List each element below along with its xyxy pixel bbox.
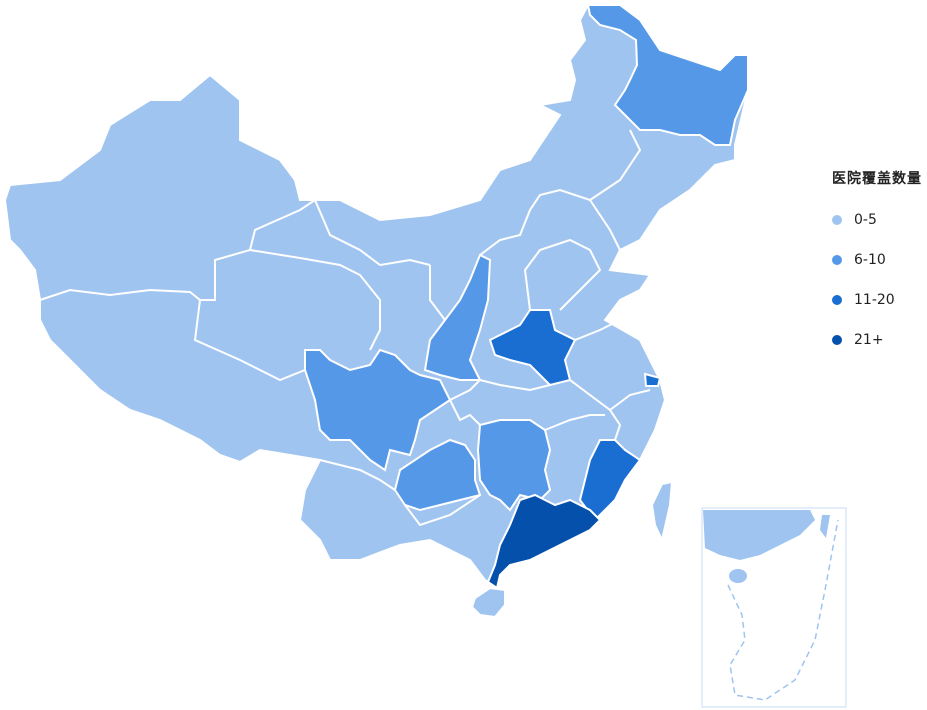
region-fujian[interactable] xyxy=(578,439,642,522)
province-borders xyxy=(39,129,651,527)
inset-mainland xyxy=(703,510,815,560)
legend-item-0-5[interactable]: 0-5 xyxy=(832,210,922,230)
hainan[interactable] xyxy=(470,586,506,619)
legend-dot-icon xyxy=(832,255,842,265)
region-sichuan[interactable] xyxy=(304,348,452,472)
inset-hainan xyxy=(729,569,747,583)
legend-label: 0-5 xyxy=(854,212,877,228)
inset-taiwan xyxy=(820,515,830,538)
legend-item-6-10[interactable]: 6-10 xyxy=(832,250,922,270)
region-shanghai[interactable] xyxy=(643,372,662,387)
legend-label: 6-10 xyxy=(854,252,886,268)
nine-dash-line xyxy=(727,519,839,701)
region-heilongjiang[interactable] xyxy=(586,4,749,146)
legend-dot-icon xyxy=(832,295,842,305)
legend-title: 医院覆盖数量 xyxy=(832,171,922,187)
legend-dot-icon xyxy=(832,335,842,345)
region-guangdong[interactable] xyxy=(486,493,602,590)
legend: 医院覆盖数量 0-5 6-10 11-20 21+ xyxy=(832,168,922,370)
region-henan[interactable] xyxy=(488,309,577,387)
south-china-sea-inset xyxy=(701,507,847,708)
legend-item-21-plus[interactable]: 21+ xyxy=(832,330,922,350)
legend-label: 21+ xyxy=(854,332,884,348)
region-shaanxi[interactable] xyxy=(423,253,492,381)
taiwan[interactable] xyxy=(650,480,674,544)
legend-item-11-20[interactable]: 11-20 xyxy=(832,290,922,310)
region-guizhou[interactable] xyxy=(393,438,482,512)
highlighted-regions xyxy=(304,4,749,590)
legend-label: 11-20 xyxy=(854,292,895,308)
legend-dot-icon xyxy=(832,215,842,225)
